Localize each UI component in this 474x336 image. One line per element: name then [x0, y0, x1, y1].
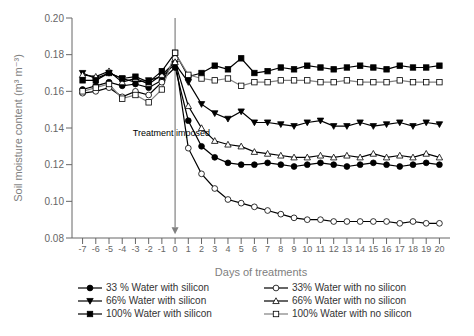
svg-text:0.18: 0.18 — [45, 49, 65, 60]
svg-text:Treatment imposed: Treatment imposed — [133, 128, 210, 138]
svg-text:-5: -5 — [105, 244, 113, 254]
svg-text:0.20: 0.20 — [45, 13, 65, 24]
svg-text:-2: -2 — [145, 244, 153, 254]
svg-text:Days of treatments: Days of treatments — [215, 266, 308, 278]
html-text:100% Water with no silicon: 100% Water with no silicon — [292, 308, 412, 319]
svg-text:-7: -7 — [79, 244, 87, 254]
svg-text:12: 12 — [329, 244, 339, 254]
svg-text:16: 16 — [382, 244, 392, 254]
svg-text:11: 11 — [316, 244, 325, 254]
html-text:33 % Water with silicon: 33 % Water with silicon — [106, 282, 209, 293]
svg-text:-4: -4 — [118, 244, 126, 254]
svg-text:3: 3 — [212, 244, 217, 254]
svg-text:17: 17 — [395, 244, 405, 254]
svg-text:4: 4 — [225, 244, 230, 254]
svg-text:0.08: 0.08 — [45, 233, 65, 244]
svg-text:20: 20 — [434, 244, 444, 254]
html-text:33% Water with no silicon: 33% Water with no silicon — [292, 282, 407, 293]
svg-text:-6: -6 — [92, 244, 100, 254]
svg-text:9: 9 — [292, 244, 297, 254]
svg-text:8: 8 — [278, 244, 283, 254]
svg-text:15: 15 — [368, 244, 378, 254]
svg-text:0: 0 — [173, 244, 178, 254]
svg-text:14: 14 — [355, 244, 365, 254]
html-text:66% Water with no silicon: 66% Water with no silicon — [292, 295, 407, 306]
svg-text:5: 5 — [239, 244, 244, 254]
svg-text:0.10: 0.10 — [45, 196, 65, 207]
svg-text:0.14: 0.14 — [45, 123, 65, 134]
svg-text:13: 13 — [342, 244, 352, 254]
svg-text:Soil moisture content (m³ m⁻³): Soil moisture content (m³ m⁻³) — [12, 54, 24, 202]
svg-text:1: 1 — [186, 244, 191, 254]
svg-text:10: 10 — [302, 244, 312, 254]
svg-text:-1: -1 — [158, 244, 166, 254]
svg-text:0.12: 0.12 — [45, 159, 65, 170]
html-text:66% Water with silicon: 66% Water with silicon — [106, 295, 207, 306]
svg-text:6: 6 — [252, 244, 257, 254]
html-text:100% Water with silicon: 100% Water with silicon — [106, 308, 212, 319]
svg-text:0.16: 0.16 — [45, 86, 65, 97]
svg-text:7: 7 — [265, 244, 270, 254]
svg-text:18: 18 — [408, 244, 418, 254]
svg-text:-3: -3 — [131, 244, 139, 254]
svg-text:19: 19 — [421, 244, 431, 254]
svg-text:2: 2 — [199, 244, 204, 254]
